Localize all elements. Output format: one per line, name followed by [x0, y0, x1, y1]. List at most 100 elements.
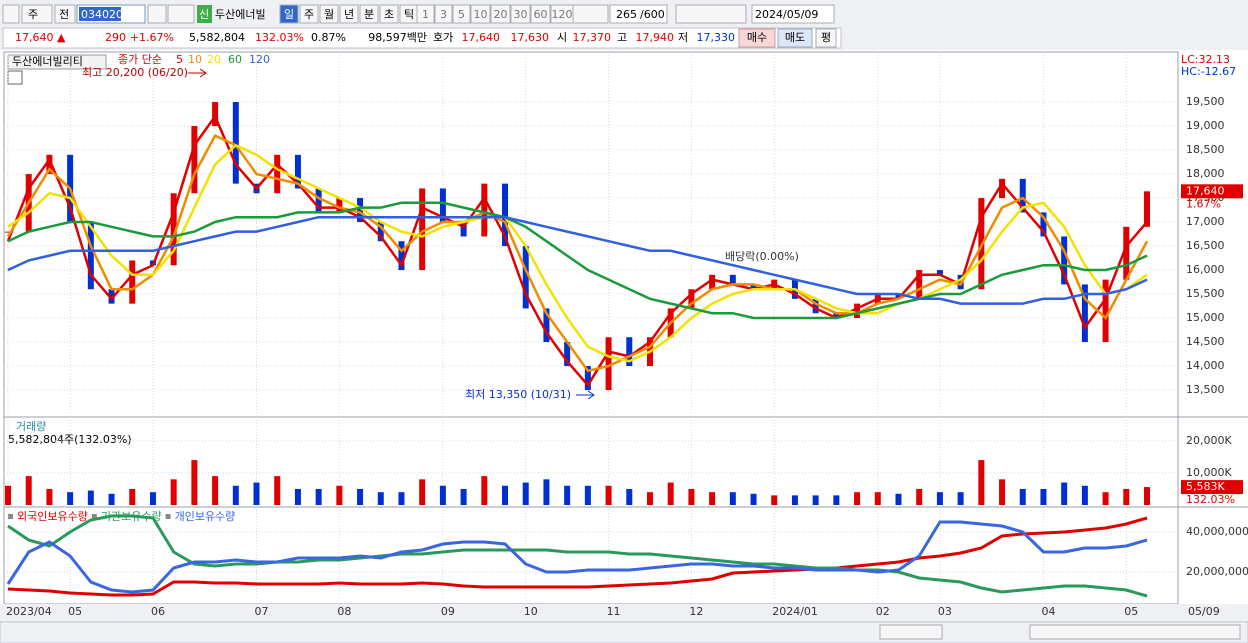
- y-tick-label: 20,000,000: [1186, 565, 1248, 578]
- volume-bar: [87, 490, 94, 505]
- period-label: 일: [284, 7, 294, 21]
- number-btn[interactable]: [452, 4, 471, 24]
- x-end-label: 05/09: [1188, 605, 1220, 618]
- y-tick-label: 14,500: [1186, 335, 1225, 348]
- zoom-controls[interactable]: [1029, 624, 1241, 640]
- number-btn[interactable]: [490, 4, 511, 24]
- arrow: [188, 68, 207, 78]
- number-btn[interactable]: [510, 4, 531, 24]
- number-label: 30: [514, 8, 528, 21]
- volume-bar: [1102, 492, 1109, 505]
- volume-bar: [336, 485, 343, 505]
- y-tick-label: 14,000: [1186, 359, 1225, 372]
- count: 265: [616, 8, 637, 21]
- amount: 98,597백만: [368, 31, 427, 44]
- number-label: 3: [440, 8, 447, 21]
- volume-bar: [439, 485, 446, 505]
- period-type-box[interactable]: [21, 4, 53, 24]
- volume-bar: [274, 476, 281, 505]
- bid: 17,630: [511, 31, 550, 44]
- number-btn[interactable]: [550, 4, 574, 24]
- scroll-controls[interactable]: [879, 624, 943, 640]
- period-btn[interactable]: [299, 4, 319, 24]
- series-line: [7, 514, 1148, 598]
- volume-bar: [709, 492, 716, 505]
- legend-entry: 60: [228, 53, 242, 66]
- candle: [854, 303, 861, 319]
- volume-bar: [377, 492, 384, 505]
- x-tick-label: 04: [1041, 605, 1055, 618]
- candle: [129, 260, 136, 304]
- date: 2024/05/09: [755, 8, 818, 21]
- stock-name: 두산에너빌: [215, 8, 266, 21]
- volume-bar: [1019, 488, 1026, 505]
- x-tick-label: 09: [441, 605, 455, 618]
- grid-icon[interactable]: [7, 70, 23, 85]
- count-box[interactable]: [609, 4, 668, 24]
- legend-swatch: [8, 514, 13, 519]
- candle: [584, 366, 591, 391]
- x-tick-label: 05: [68, 605, 82, 618]
- high-note: 최고 20,200 (06/20): [82, 66, 188, 79]
- candle: [232, 102, 239, 184]
- tool-icons[interactable]: [675, 4, 747, 24]
- legend-title: 종가 단순: [118, 53, 162, 66]
- x-tick-label: 12: [689, 605, 703, 618]
- candle: [439, 188, 446, 223]
- y-tick-label: 18,000: [1186, 167, 1225, 180]
- volume-bar: [108, 493, 115, 505]
- avg-btn[interactable]: [815, 28, 837, 48]
- y-tick-label: 19,000: [1186, 119, 1225, 132]
- period-label: 틱: [404, 8, 414, 21]
- legend-entry: 개인보유수량: [175, 510, 236, 523]
- search-btn[interactable]: [147, 4, 167, 24]
- volume-bar: [626, 488, 633, 505]
- date-box[interactable]: [751, 4, 835, 24]
- candle: [357, 198, 364, 223]
- candle: [999, 178, 1006, 199]
- volume-bar: [212, 476, 219, 505]
- sell: 매도: [785, 31, 805, 44]
- number-btn[interactable]: [434, 4, 453, 24]
- period-btn[interactable]: [359, 4, 379, 24]
- period-btn[interactable]: [319, 4, 339, 24]
- candle: [1019, 178, 1026, 213]
- volume-bar: [149, 492, 156, 505]
- volume-bar: [978, 460, 985, 505]
- candle: [543, 308, 550, 343]
- candle: [936, 270, 943, 275]
- high: 17,940: [636, 31, 675, 44]
- period-btn[interactable]: [279, 4, 299, 24]
- number-label: 5: [458, 8, 465, 21]
- series-line: [7, 215, 1148, 305]
- number-label: 20: [494, 8, 508, 21]
- period-btn[interactable]: [339, 4, 359, 24]
- number-btn[interactable]: [470, 4, 491, 24]
- buy-btn[interactable]: [738, 28, 776, 48]
- candle: [377, 222, 384, 242]
- sound-btn[interactable]: [167, 4, 195, 24]
- y-tick-label: 13,500: [1186, 383, 1225, 396]
- y-tick-label: 20,000K: [1186, 434, 1232, 447]
- y-tick-label: 16,500: [1186, 239, 1225, 252]
- number-btn[interactable]: [530, 4, 551, 24]
- volume-bar: [791, 495, 798, 505]
- menu-icon[interactable]: [2, 4, 20, 24]
- lc: LC:32.13: [1181, 53, 1230, 66]
- info-bar: [2, 27, 842, 49]
- volume-bar: [688, 488, 695, 505]
- x-tick-label: 11: [607, 605, 621, 618]
- candle: [46, 154, 53, 175]
- y-tick-label: 17,000: [1186, 215, 1225, 228]
- period-btn[interactable]: [379, 4, 399, 24]
- number-label: 120: [552, 8, 573, 21]
- dropdown[interactable]: [569, 4, 609, 24]
- compare-box[interactable]: [54, 4, 76, 24]
- y-tick-label: 15,500: [1186, 287, 1225, 300]
- number-btn[interactable]: [416, 4, 435, 24]
- candle: [626, 337, 633, 367]
- candle: [481, 183, 488, 237]
- candle: [460, 222, 467, 237]
- sell-btn[interactable]: [777, 28, 813, 48]
- candle: [1040, 212, 1047, 237]
